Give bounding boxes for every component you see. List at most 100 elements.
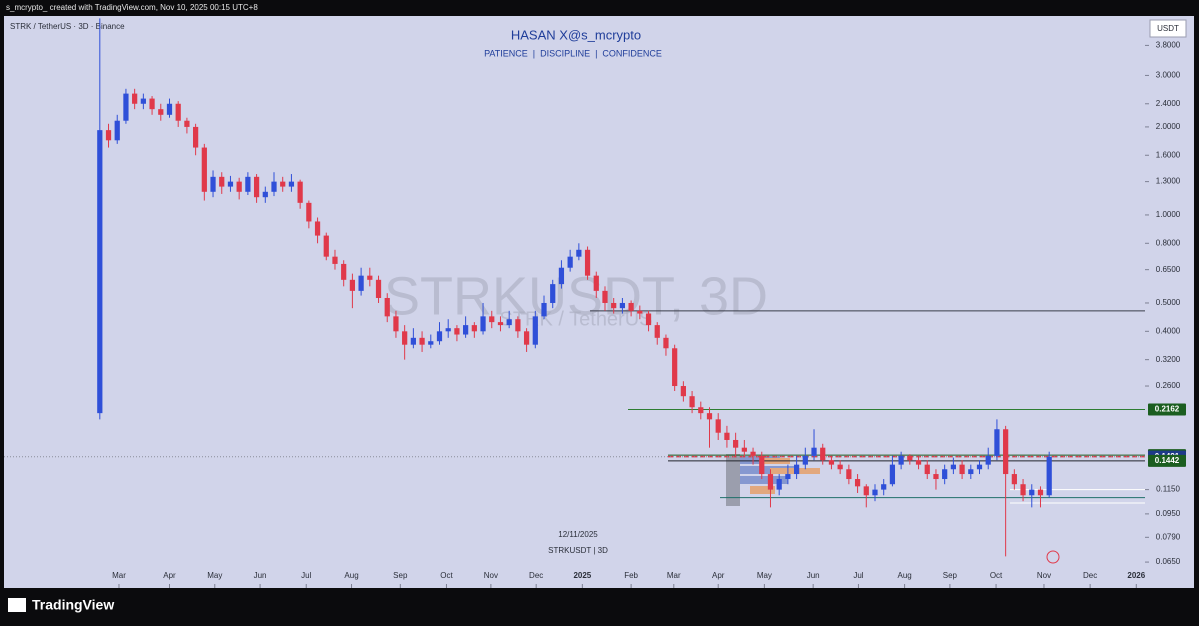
candle-body — [367, 275, 373, 280]
candle-body — [201, 147, 207, 192]
profile-bar — [740, 476, 788, 484]
candle-body — [863, 486, 869, 496]
candle-body — [680, 386, 686, 397]
candle-body — [541, 302, 547, 317]
candle-body — [672, 348, 678, 387]
candle-body — [375, 279, 382, 298]
x-tick-label: Jun — [254, 571, 267, 580]
candle-body — [262, 191, 268, 198]
y-tick-label: 1.3000 — [1156, 177, 1181, 186]
header: s_mcrypto_ created with TradingView.com,… — [6, 3, 258, 12]
x-tick-label: Jun — [807, 571, 820, 580]
candle-body — [950, 464, 956, 470]
x-tick-label: 2025 — [573, 571, 591, 580]
candle-body — [210, 176, 216, 192]
candle-body — [523, 331, 530, 345]
candle-body — [584, 249, 591, 276]
currency[interactable]: USDT — [1157, 24, 1179, 33]
price-label: 0.2162 — [1155, 405, 1180, 414]
x-tick-label: May — [207, 571, 222, 580]
candle-body — [558, 267, 565, 285]
candle-body — [428, 341, 434, 345]
candle-body — [1046, 456, 1052, 496]
candle-body — [985, 455, 991, 465]
candle-body — [924, 464, 930, 475]
x-tick-label: Feb — [624, 571, 638, 580]
candle-body — [227, 181, 234, 187]
candle-body — [271, 181, 277, 192]
chart-area — [4, 16, 1194, 588]
candle-body — [384, 297, 390, 317]
candle-body — [323, 235, 329, 257]
y-tick-label: 3.8000 — [1156, 41, 1181, 50]
candle-body — [1011, 474, 1017, 485]
x-tick-label: Apr — [712, 571, 725, 580]
currency-box[interactable] — [1149, 19, 1187, 38]
candle-body — [410, 337, 416, 345]
x-tick-label: Jul — [301, 571, 311, 580]
watermark-sub: STRK / TetherUS — [499, 308, 652, 330]
candle-body — [811, 447, 817, 456]
candle-body — [114, 120, 120, 141]
candle-body — [828, 460, 835, 465]
y-tick-label: 3.0000 — [1156, 71, 1181, 80]
candle-body — [915, 460, 922, 465]
candle-body — [741, 447, 747, 452]
y-tick-label: 0.3200 — [1156, 355, 1181, 364]
candle-body — [663, 337, 669, 349]
candle-body — [611, 302, 617, 309]
candle-body — [654, 325, 660, 338]
candle-body — [750, 451, 756, 456]
alert-icon[interactable] — [1046, 550, 1060, 564]
x-tick-label: 2026 — [1127, 571, 1145, 580]
candle-body — [532, 316, 538, 345]
y-tick-label: 0.2600 — [1156, 381, 1181, 390]
y-tick-label: 0.5000 — [1156, 298, 1181, 307]
candle-body — [593, 275, 599, 291]
x-tick-label: Sep — [393, 571, 408, 580]
date-note: 12/11/2025 — [558, 530, 598, 539]
candle-body — [97, 130, 103, 414]
candle-body — [489, 316, 495, 323]
price-label-box — [1148, 454, 1186, 467]
x-tick-label: Aug — [897, 571, 911, 580]
candle-body — [219, 176, 225, 187]
candle-body — [698, 407, 704, 414]
candle-body — [515, 319, 521, 332]
candle-body — [506, 319, 512, 326]
candle-body — [802, 455, 808, 465]
candle-body — [454, 328, 460, 335]
candle-body — [889, 464, 896, 485]
candle-body — [471, 325, 477, 332]
x-tick-label: Mar — [667, 571, 681, 580]
price-label-box — [1148, 403, 1186, 416]
profile-bar — [740, 466, 795, 474]
candle-body — [994, 429, 1000, 456]
candle-body — [497, 322, 504, 326]
y-tick-label: 0.0950 — [1156, 509, 1181, 518]
candle-body — [332, 256, 338, 264]
candle-body — [149, 98, 155, 110]
candle-body — [1003, 429, 1009, 475]
candle-body — [881, 484, 887, 490]
candle-body — [1020, 484, 1026, 496]
candle-body — [820, 447, 826, 461]
x-tick-label: Apr — [163, 571, 176, 580]
x-tick-label: Mar — [112, 571, 126, 580]
candle-body — [550, 284, 556, 303]
profile-bar — [750, 486, 775, 494]
x-tick-label: Oct — [990, 571, 1003, 580]
candle-body — [942, 469, 948, 480]
candle-body — [759, 455, 765, 475]
y-tick-label: 0.1150 — [1156, 485, 1180, 494]
candle-body — [576, 249, 582, 257]
y-tick-label: 1.6000 — [1156, 150, 1181, 159]
candle-body — [193, 126, 199, 148]
x-tick-label: May — [757, 571, 772, 580]
candle-body — [567, 256, 573, 268]
candle-body — [341, 263, 347, 280]
candle-body — [976, 464, 983, 470]
x-tick-label: Jul — [853, 571, 863, 580]
candle-body — [402, 331, 408, 345]
